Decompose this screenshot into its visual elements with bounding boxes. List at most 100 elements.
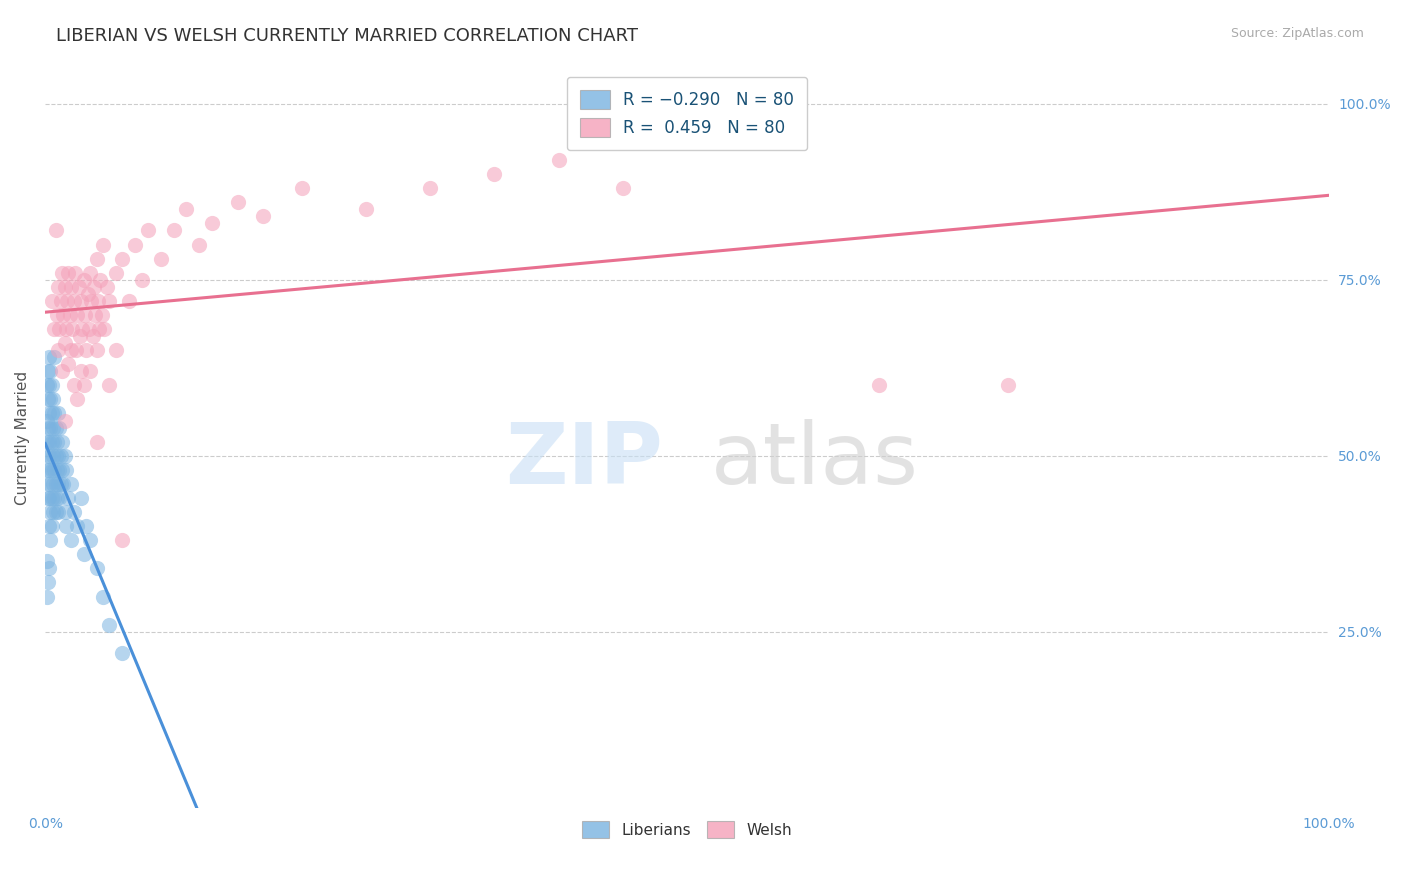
Text: ZIP: ZIP	[505, 419, 664, 502]
Point	[45, 449, 67, 463]
Point	[46, 279, 69, 293]
Text: LIBERIAN VS WELSH CURRENTLY MARRIED CORRELATION CHART: LIBERIAN VS WELSH CURRENTLY MARRIED CORR…	[56, 27, 638, 45]
Point	[39, 533, 62, 548]
Point	[38, 434, 60, 449]
Point	[39, 449, 62, 463]
Point	[38, 407, 60, 421]
Point	[52, 476, 75, 491]
Point	[59, 279, 82, 293]
Point	[75, 343, 97, 358]
Point	[42, 505, 65, 519]
Point	[51, 463, 73, 477]
Point	[79, 364, 101, 378]
Point	[39, 420, 62, 434]
Point	[52, 308, 75, 322]
Point	[48, 322, 70, 336]
Point	[62, 505, 84, 519]
Point	[37, 491, 59, 505]
Point	[612, 181, 634, 195]
Point	[111, 252, 134, 266]
Point	[79, 266, 101, 280]
Point	[93, 322, 115, 336]
Point	[354, 202, 377, 217]
Point	[62, 293, 84, 308]
Point	[41, 434, 63, 449]
Point	[59, 533, 82, 548]
Point	[49, 476, 72, 491]
Point	[96, 279, 118, 293]
Legend: Liberians, Welsh: Liberians, Welsh	[576, 814, 799, 845]
Point	[53, 505, 76, 519]
Point	[87, 293, 110, 308]
Point	[869, 378, 891, 392]
Point	[45, 463, 67, 477]
Point	[44, 434, 66, 449]
Point	[162, 223, 184, 237]
Point	[48, 491, 70, 505]
Point	[45, 223, 67, 237]
Point	[98, 378, 121, 392]
Point	[66, 308, 89, 322]
Point	[66, 519, 89, 533]
Point	[41, 463, 63, 477]
Point	[37, 392, 59, 407]
Point	[89, 273, 111, 287]
Y-axis label: Currently Married: Currently Married	[15, 371, 30, 505]
Point	[44, 491, 66, 505]
Point	[37, 575, 59, 590]
Point	[69, 329, 91, 343]
Point	[35, 413, 58, 427]
Point	[58, 491, 80, 505]
Point	[201, 216, 224, 230]
Point	[38, 463, 60, 477]
Point	[547, 153, 569, 167]
Point	[59, 476, 82, 491]
Point	[38, 561, 60, 575]
Point	[39, 364, 62, 378]
Point	[55, 519, 77, 533]
Point	[42, 476, 65, 491]
Point	[89, 322, 111, 336]
Point	[35, 434, 58, 449]
Point	[73, 378, 96, 392]
Point	[44, 322, 66, 336]
Point	[44, 407, 66, 421]
Point	[66, 392, 89, 407]
Point	[59, 343, 82, 358]
Point	[37, 449, 59, 463]
Point	[42, 392, 65, 407]
Point	[82, 329, 104, 343]
Point	[77, 322, 100, 336]
Point	[63, 266, 86, 280]
Point	[46, 449, 69, 463]
Point	[86, 561, 108, 575]
Point	[118, 293, 141, 308]
Point	[35, 554, 58, 568]
Point	[35, 590, 58, 604]
Point	[51, 364, 73, 378]
Point	[48, 463, 70, 477]
Point	[80, 293, 103, 308]
Point	[65, 343, 87, 358]
Point	[86, 252, 108, 266]
Point	[111, 533, 134, 548]
Point	[42, 449, 65, 463]
Text: atlas: atlas	[711, 419, 920, 502]
Point	[39, 505, 62, 519]
Point	[136, 223, 159, 237]
Point	[38, 350, 60, 364]
Point	[35, 463, 58, 477]
Point	[73, 308, 96, 322]
Point	[79, 533, 101, 548]
Point	[38, 519, 60, 533]
Point	[104, 266, 127, 280]
Point	[76, 286, 98, 301]
Point	[419, 181, 441, 195]
Point	[49, 449, 72, 463]
Point	[149, 252, 172, 266]
Point	[51, 266, 73, 280]
Point	[98, 293, 121, 308]
Point	[38, 378, 60, 392]
Point	[58, 357, 80, 371]
Point	[73, 547, 96, 561]
